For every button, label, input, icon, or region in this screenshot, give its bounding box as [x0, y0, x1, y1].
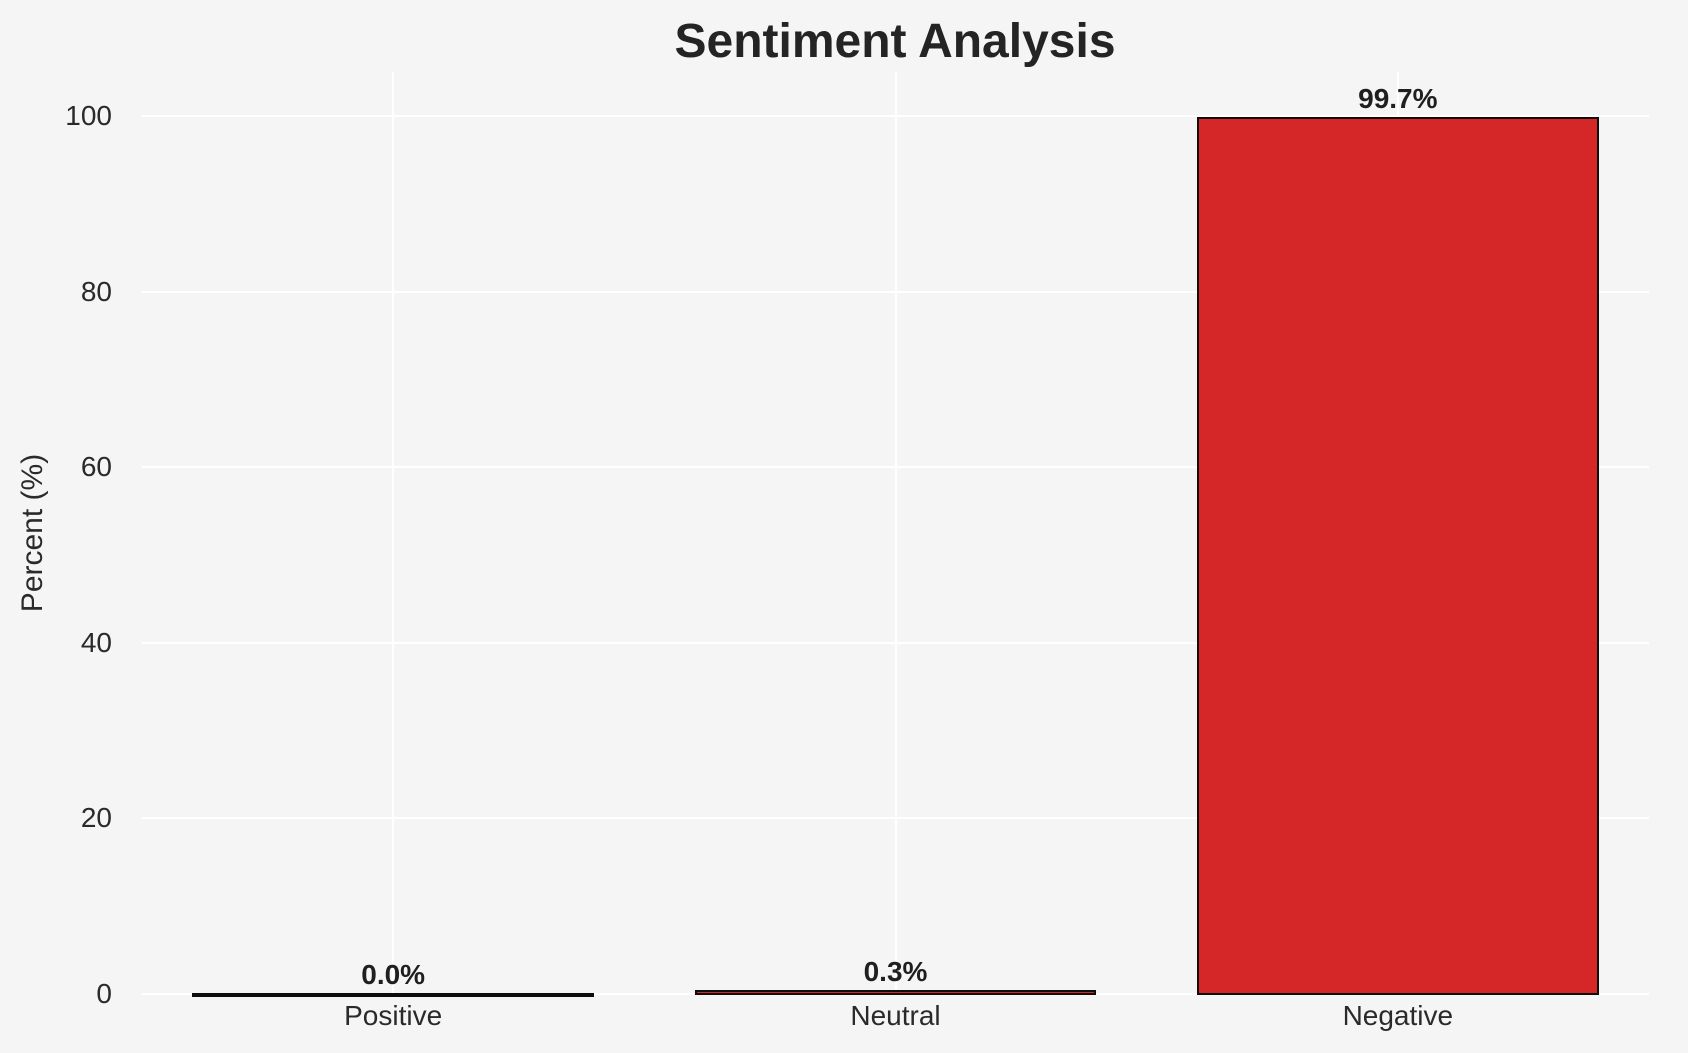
x-tick-label: Positive — [344, 1000, 443, 1031]
bar-positive — [192, 992, 595, 997]
y-axis-label: Percent (%) — [16, 453, 49, 613]
x-tick-label: Negative — [1342, 1000, 1454, 1031]
chart-title: Sentiment Analysis — [674, 15, 1116, 68]
y-tick-label: 80 — [80, 275, 112, 307]
bar-negative — [1196, 117, 1599, 996]
y-tick-label: 40 — [80, 626, 112, 658]
x-tick-label: Neutral — [850, 1000, 941, 1031]
x-gridline — [894, 72, 897, 994]
x-gridline — [392, 72, 395, 994]
bar-value-label: 0.3% — [863, 956, 928, 988]
y-tick-label: 0 — [96, 978, 112, 1009]
y-tick-label: 100 — [65, 99, 112, 131]
y-tick-label: 20 — [80, 802, 112, 834]
bar-value-label: 0.0% — [361, 958, 426, 990]
y-tick-label: 60 — [80, 451, 112, 483]
bar-value-label: 99.7% — [1358, 83, 1438, 115]
bar-neutral — [694, 990, 1097, 996]
